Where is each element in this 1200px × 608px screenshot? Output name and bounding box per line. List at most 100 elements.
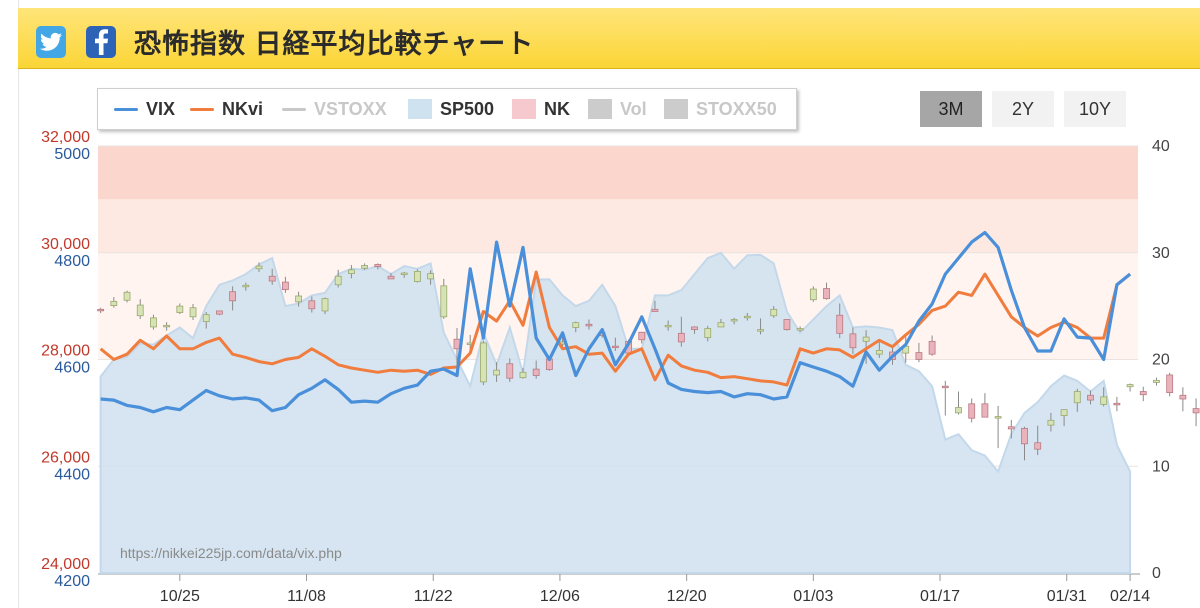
x-axis-tick-label: 11/22 [414,588,453,605]
x-axis-tick-label: 01/31 [1047,588,1087,605]
nk-candle [176,305,184,313]
nk-candle [1021,427,1028,445]
sp500-axis-tick: 4400 [54,466,90,483]
nk-candle [1166,374,1174,393]
vol-swatch [588,99,612,119]
nk-candle [268,275,276,282]
nk-candle [1153,379,1160,383]
vix-swatch [114,107,138,111]
nk-candle [242,284,250,288]
nk-candle [664,324,672,328]
nk-candle [717,322,725,328]
nk-candle [295,295,303,303]
nk-candle [334,275,342,286]
facebook-share-button[interactable] [86,26,116,58]
header-bar: 恐怖指数 日経平均比較チャート [18,8,1200,69]
twitter-bird-icon [40,32,62,51]
nk-candle [862,336,870,342]
nk-candle [1047,419,1055,426]
legend-item-stoxx50[interactable]: STOXX50 [664,89,777,129]
legend-item-vol[interactable]: Vol [588,89,647,129]
vix-line-series [100,230,1132,414]
facebook-f-icon [95,29,108,55]
sp500-area-series [99,251,1132,574]
range-2y-button[interactable]: 2Y [992,91,1054,127]
nk-candle [374,264,382,268]
nk-candle [941,385,949,389]
legend-label: STOXX50 [696,98,777,119]
nk-axis-tick: 32,000 [41,129,90,146]
vix-axis-tick: 40 [1152,138,1170,155]
twitter-share-button[interactable] [36,26,66,58]
nk-candle [704,328,712,339]
nk-candle [97,308,105,312]
nk-candle [743,315,751,319]
right-axis: 40 30 20 10 0 [1152,138,1170,582]
sp500-swatch [408,99,432,119]
nk-candle [757,329,764,332]
fear-band [98,199,1138,253]
nk-candle [611,345,619,349]
x-axis-tick-label: 10/25 [160,588,200,605]
sp500-axis-tick: 4800 [54,253,90,270]
nk-candle [968,403,976,419]
nk-candle [163,324,171,328]
legend-label: NKvi [222,98,264,119]
nk-candle [361,265,368,269]
vix-axis-tick: 10 [1152,458,1170,475]
nkvi-swatch [190,107,214,111]
nk-candle [572,322,580,328]
nk-candle [1060,409,1068,416]
legend-label: SP500 [440,98,495,119]
legend-item-nk[interactable]: NK [512,89,570,129]
sp500-axis-tick: 4200 [54,573,90,590]
legend-label: Vol [620,98,647,119]
chart-legend: VIX NKvi VSTOXX SP500 NK Vol STOXX50 [97,88,797,130]
nk-candle [308,300,316,310]
nk-candle [915,352,923,360]
nk-candle [493,369,500,376]
range-10y-button[interactable]: 10Y [1064,91,1126,127]
fear-band [98,146,1138,200]
nk-candle [255,265,263,270]
nk-candle [691,326,698,331]
legend-item-vstoxx[interactable]: VSTOXX [282,89,387,129]
stoxx50-swatch [664,99,688,119]
nk-candle [783,319,791,331]
nk-candle [1100,396,1108,405]
nk-axis-tick: 30,000 [41,236,90,253]
legend-label: NK [544,98,570,119]
nk-candle [1113,402,1121,406]
nk-candle [440,285,448,318]
nk-candle [809,288,817,301]
vix-axis-tick: 30 [1152,245,1170,262]
range-3m-button[interactable]: 3M [920,91,982,127]
nk-candle [770,308,778,317]
x-axis-tick-label: 02/14 [1110,588,1150,605]
nk-candle [585,323,593,327]
source-url-watermark: https://nikkei225jp.com/data/vix.php [120,545,342,561]
nk-candle [479,342,487,383]
x-axis-tick-label: 01/17 [920,588,960,605]
nk-candle [796,328,804,331]
nk-candle [1073,391,1081,404]
left-axes: 32,000 30,000 28,000 26,000 24,000 5000 4800 46… [41,129,90,590]
nk-candle [849,333,857,349]
nk-candle [677,332,685,343]
nk-candle [413,271,421,282]
nk-candle [348,269,355,274]
legend-item-sp500[interactable]: SP500 [408,89,494,129]
legend-item-vix[interactable]: VIX [114,89,175,129]
nk-candle [136,304,144,317]
nk-candle [1192,408,1200,414]
legend-item-nkvi[interactable]: NKvi [190,89,263,129]
nk-axis-tick: 26,000 [41,449,90,466]
nk-candle [189,307,197,318]
nk-candle [150,317,157,328]
nk-candle [836,314,844,334]
nk-candle [506,363,514,379]
nk-candle [1007,426,1015,430]
vix-axis-tick: 0 [1152,565,1161,582]
nk-candle [955,407,962,414]
